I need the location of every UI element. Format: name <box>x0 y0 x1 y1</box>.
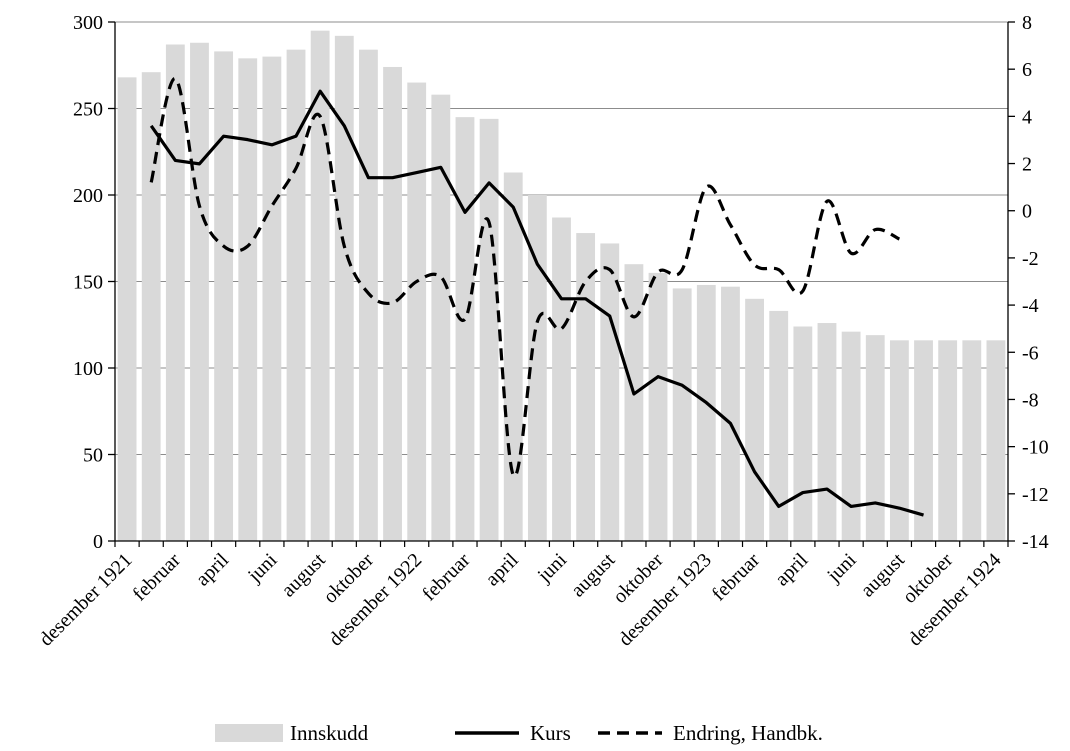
left-tick-label: 300 <box>73 12 103 34</box>
line-endring-handbk <box>149 77 901 478</box>
bar-innskudd <box>576 233 596 541</box>
bar-innskudd <box>214 51 234 541</box>
left-tick-label: 250 <box>73 99 103 121</box>
bar-innskudd <box>552 217 571 542</box>
x-tick-label: juni <box>822 549 861 588</box>
left-tick-label: 200 <box>73 185 103 207</box>
bar-innskudd <box>334 35 354 542</box>
bar-innskudd <box>696 284 716 541</box>
right-tick-label: -12 <box>1022 484 1049 506</box>
x-tick-label: februar <box>418 549 475 606</box>
bar-innskudd <box>238 58 258 542</box>
left-tick-label: 0 <box>93 531 103 553</box>
bar-innskudd <box>431 94 451 541</box>
bars-innskudd <box>117 30 1006 542</box>
bar-innskudd <box>914 340 933 541</box>
left-tick-label: 100 <box>73 358 103 380</box>
x-tick-label: februar <box>708 549 765 606</box>
right-tick-label: -10 <box>1022 437 1049 459</box>
right-tick-label: -4 <box>1022 295 1039 317</box>
bar-innskudd <box>407 82 427 542</box>
bar-innskudd <box>310 30 330 542</box>
x-tick-label: april <box>481 549 523 591</box>
right-tick-label: -8 <box>1022 389 1039 411</box>
bar-innskudd <box>745 298 764 541</box>
legend-label: Endring, Handbk. <box>673 721 823 745</box>
bar-innskudd <box>889 340 909 541</box>
right-tick-label: -2 <box>1022 248 1039 270</box>
bar-innskudd <box>865 335 885 541</box>
right-tick-label: -6 <box>1022 342 1039 364</box>
right-tick-label: 6 <box>1022 59 1032 81</box>
x-tick-label: juni <box>533 549 572 588</box>
bar-innskudd <box>479 118 499 541</box>
left-tick-label: 150 <box>73 272 103 294</box>
left-tick-label: 50 <box>83 445 103 467</box>
legend-swatch-innskudd <box>215 724 283 742</box>
right-tick-label: 8 <box>1022 12 1032 34</box>
bar-innskudd <box>769 310 789 541</box>
x-tick-label: februar <box>128 549 185 606</box>
line-kurs <box>149 89 924 517</box>
bar-innskudd <box>648 272 668 541</box>
bar-innskudd <box>938 340 958 541</box>
right-tick-label: 2 <box>1022 154 1032 176</box>
legend: Innskudd Kurs Endring, Handbk. <box>215 721 823 745</box>
bar-innskudd <box>503 172 523 541</box>
bar-innskudd <box>165 44 185 542</box>
bar-innskudd <box>986 340 1006 541</box>
bar-innskudd <box>262 56 282 541</box>
bar-innskudd <box>962 340 982 541</box>
legend-label: Kurs <box>530 721 571 745</box>
right-tick-label: 4 <box>1022 106 1032 128</box>
bar-innskudd <box>117 77 137 542</box>
bar-innskudd <box>190 42 209 541</box>
bar-innskudd <box>841 331 861 541</box>
right-tick-label: -14 <box>1022 531 1049 553</box>
x-tick-label: april <box>771 549 813 591</box>
bar-innskudd <box>286 49 306 542</box>
bar-innskudd <box>721 286 740 541</box>
x-tick-label: desember 1921 <box>35 549 137 651</box>
x-tick-label: juni <box>243 549 282 588</box>
bar-innskudd <box>600 243 620 541</box>
right-tick-label: 0 <box>1022 201 1032 223</box>
bar-innskudd <box>817 323 837 541</box>
bar-innskudd <box>527 195 547 541</box>
x-tick-label: april <box>192 549 234 591</box>
bar-innskudd <box>455 117 475 542</box>
bar-innskudd <box>672 288 692 541</box>
bar-innskudd <box>624 264 644 541</box>
series-lines <box>149 77 924 517</box>
bar-innskudd <box>793 326 813 541</box>
bar-innskudd <box>383 66 402 541</box>
legend-label: Innskudd <box>290 721 369 745</box>
bar-innskudd <box>141 72 161 542</box>
